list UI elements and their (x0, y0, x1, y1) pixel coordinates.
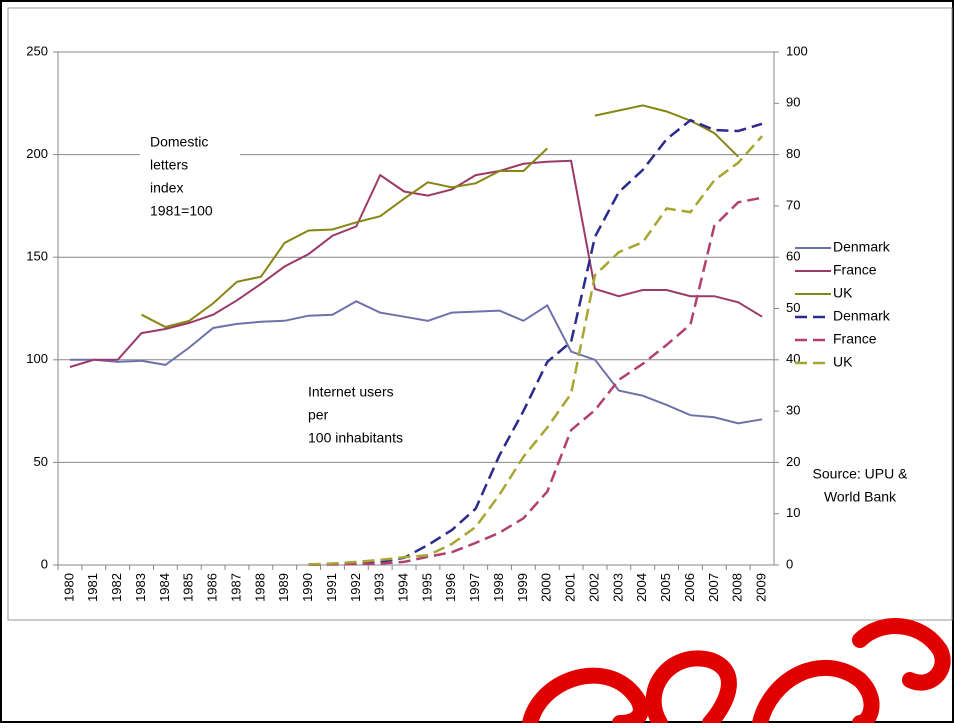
y2-tick-label: 30 (786, 403, 800, 418)
annotation: 100 inhabitants (308, 430, 403, 446)
y-tick-label: 200 (26, 146, 48, 161)
legend-label: UK (833, 354, 853, 370)
x-tick-label: 1982 (109, 573, 124, 602)
annotation: World Bank (824, 489, 897, 505)
x-tick-label: 1995 (419, 573, 434, 602)
legend-label: Denmark (833, 308, 891, 324)
x-tick-label: 1999 (515, 573, 530, 602)
x-tick-label: 1992 (348, 573, 363, 602)
legend-label: France (833, 331, 877, 347)
x-tick-label: 1986 (205, 573, 220, 602)
x-tick-label: 2003 (610, 573, 625, 602)
x-tick-label: 2001 (563, 573, 578, 602)
swirl (852, 618, 951, 691)
x-tick-label: 2005 (658, 573, 673, 602)
y-tick-label: 100 (26, 351, 48, 366)
series-line (308, 135, 764, 566)
chart-frame (7, 7, 953, 621)
annotation: Domestic (150, 134, 208, 150)
y-tick-label: 150 (26, 249, 48, 264)
annotation: index (150, 180, 183, 196)
y2-tick-label: 50 (786, 300, 800, 315)
x-tick-label: 2006 (682, 573, 697, 602)
annotation: 1981=100 (150, 203, 213, 219)
x-tick-label: 1991 (324, 573, 339, 602)
x-tick-label: 1987 (228, 573, 243, 602)
x-tick-label: 1997 (467, 573, 482, 602)
legend-label: UK (833, 285, 853, 301)
annotation: Source: UPU & (813, 466, 909, 482)
x-tick-label: 2009 (754, 573, 769, 602)
y2-tick-label: 100 (786, 43, 808, 58)
x-tick-label: 1983 (133, 573, 148, 602)
swirl (752, 659, 880, 728)
decoration (522, 618, 951, 728)
y2-tick-label: 90 (786, 95, 800, 110)
x-tick-label: 1998 (491, 573, 506, 602)
x-tick-label: 1990 (300, 573, 315, 602)
x-tick-label: 1981 (85, 573, 100, 602)
x-tick-label: 1989 (276, 573, 291, 602)
y2-tick-label: 10 (786, 505, 800, 520)
annotation: Internet users (308, 384, 394, 400)
y-tick-label: 50 (34, 454, 48, 469)
y-tick-label: 250 (26, 43, 48, 58)
series-line (308, 196, 763, 566)
y2-tick-label: 80 (786, 146, 800, 161)
annotation-bg (140, 131, 240, 223)
series-line (69, 300, 763, 425)
y2-tick-label: 70 (786, 197, 800, 212)
legend-label: Denmark (833, 239, 891, 255)
x-tick-label: 1993 (372, 573, 387, 602)
y2-tick-label: 0 (786, 556, 793, 571)
x-tick-label: 2002 (586, 573, 601, 602)
series-line (69, 159, 763, 368)
x-tick-label: 1985 (181, 573, 196, 602)
x-tick-label: 2004 (634, 573, 649, 602)
swirl (522, 667, 649, 728)
y2-tick-label: 60 (786, 249, 800, 264)
x-tick-label: 1996 (443, 573, 458, 602)
swirl (645, 650, 737, 728)
y-tick-label: 0 (41, 556, 48, 571)
y2-tick-label: 20 (786, 454, 800, 469)
annotation: letters (150, 157, 188, 173)
series-line (308, 118, 763, 566)
x-tick-label: 2000 (539, 573, 554, 602)
x-tick-label: 1988 (252, 573, 267, 602)
legend-label: France (833, 262, 877, 278)
series-line (141, 104, 739, 329)
annotation: per (308, 407, 329, 423)
x-tick-label: 2008 (730, 573, 745, 602)
x-tick-label: 2007 (706, 573, 721, 602)
x-tick-label: 1994 (396, 573, 411, 602)
x-tick-label: 1984 (157, 573, 172, 602)
x-tick-label: 1980 (61, 573, 76, 602)
